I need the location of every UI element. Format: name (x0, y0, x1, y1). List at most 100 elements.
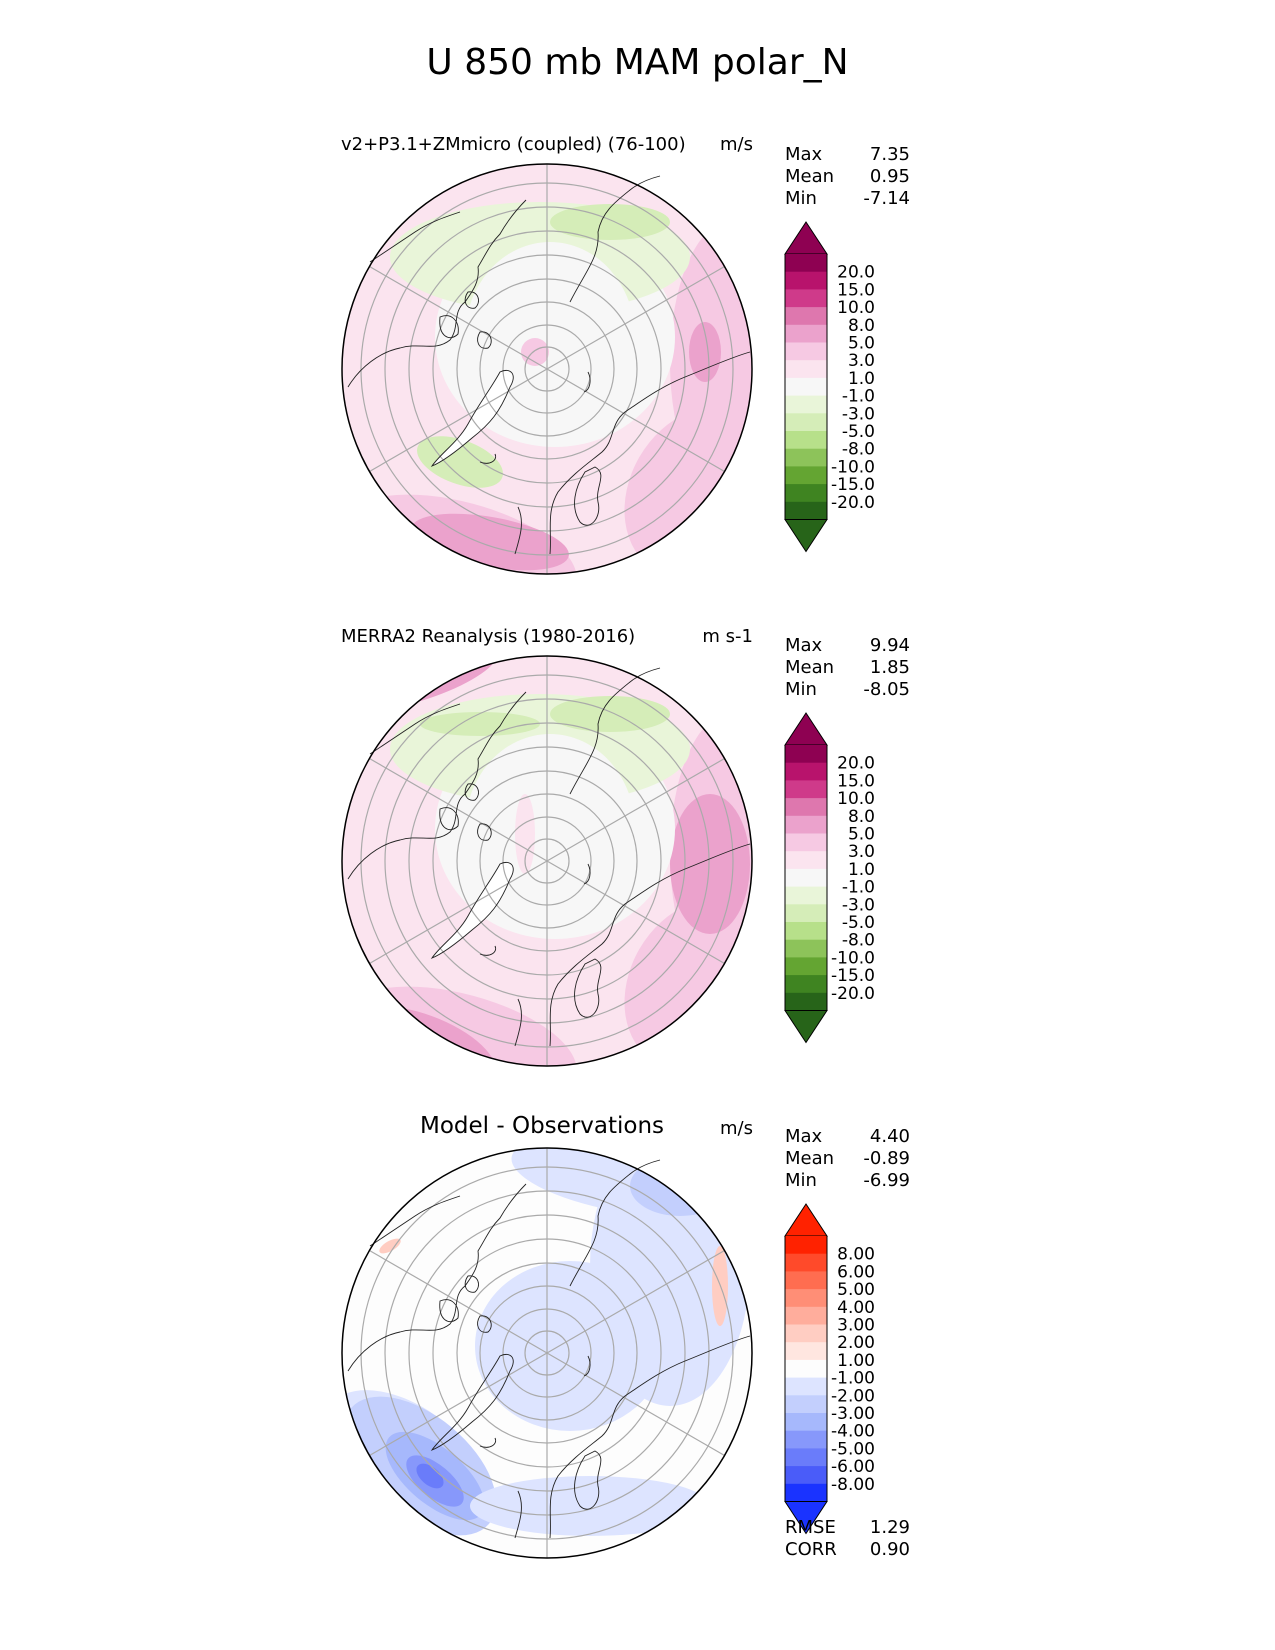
colorbar-segment (785, 939, 827, 958)
eurasia-coast (549, 351, 751, 555)
panel-1-polar-map (341, 163, 753, 575)
colorbar-segment (785, 833, 827, 852)
stat-value: 9.94 (869, 635, 910, 656)
colorbar-segment (785, 1306, 827, 1325)
colorbar-segment (785, 271, 827, 290)
meridian-line (546, 1352, 725, 1457)
colorbar-tick-label: -20.0 (831, 493, 875, 513)
colorbar-segment (785, 431, 827, 450)
map-boundary (341, 163, 753, 575)
colorbar-segment (785, 1359, 827, 1379)
colorbar-segment (785, 886, 827, 905)
colorbar-segment (785, 992, 827, 1011)
colorbar-segment (785, 1342, 827, 1361)
colorbar-tick-label: 5.0 (848, 825, 875, 845)
island-coast (464, 1275, 479, 1293)
field-patch (550, 696, 670, 732)
greenland-coast (430, 369, 514, 467)
coastlines (347, 1159, 751, 1539)
siberia-coast (569, 1159, 661, 1287)
island-coast (583, 863, 591, 885)
eurasia-coast (549, 843, 751, 1047)
colorbar-outline (784, 1236, 828, 1502)
scandinavia-coast (574, 958, 602, 1018)
iceland-coast (479, 1437, 497, 1448)
stat-label: Max (785, 1126, 823, 1147)
colorbar-tick-label: -3.0 (842, 895, 875, 915)
stat-value: -0.89 (863, 1148, 910, 1169)
colorbar-max-extension (784, 1203, 828, 1237)
graticule (360, 656, 734, 1066)
field-patch (420, 712, 540, 736)
map-boundary (341, 1147, 753, 1559)
colorbar-segment (785, 975, 827, 994)
stat-value: -7.14 (863, 188, 910, 209)
colorbar-segment (785, 307, 827, 326)
colorbar-segment (785, 815, 827, 834)
stat-value: 4.40 (869, 1126, 910, 1147)
colorbar-tick-label: 15.0 (837, 280, 875, 300)
stat-label: RMSE (785, 1517, 836, 1538)
panel-1-stats: Max 7.35 Mean 0.95 Min -7.14 (785, 144, 910, 210)
panel-1-colorbar: 20.015.010.08.05.03.01.0-1.0-3.0-5.0-8.0… (784, 221, 875, 553)
colorbar-tick-label: -15.0 (831, 475, 875, 495)
island-coast (439, 315, 459, 338)
colorbar-tick-label: 5.00 (837, 1280, 875, 1300)
colorbar-segment (785, 342, 827, 361)
colorbar-max-extension (784, 221, 828, 255)
panel-1-title: v2+P3.1+ZMmicro (coupled) (76-100) (341, 134, 686, 155)
colorbar-tick-label: 2.00 (837, 1333, 875, 1353)
graticule (360, 1148, 734, 1558)
colorbar-tick-label: 1.0 (848, 369, 875, 389)
colorbar-segment (785, 745, 827, 764)
panel-3-footer-stats: RMSE 1.29 CORR 0.90 (785, 1517, 910, 1561)
meridian-line (369, 860, 548, 965)
island-coast (439, 1299, 459, 1322)
colorbar-tick-label: 15.0 (837, 771, 875, 791)
colorbar-tick-label: -15.0 (831, 966, 875, 986)
stat-value: 0.90 (869, 1539, 910, 1560)
colorbar-segment (785, 922, 827, 941)
graticule (360, 164, 734, 574)
colorbar-segment (785, 1466, 827, 1485)
colorbar-segment (785, 762, 827, 781)
colorbar-outline (784, 745, 828, 1011)
island-coast (439, 807, 459, 830)
alaska-coast (369, 211, 461, 263)
stat-value: 7.35 (869, 144, 910, 165)
colorbar-tick-label: 8.00 (837, 1245, 875, 1265)
meridian-line (369, 1352, 548, 1457)
colorbar-segment (785, 377, 827, 397)
colorbar-segment (785, 868, 827, 888)
siberia-coast (569, 667, 661, 795)
panel-3-stats: Max 4.40 Mean -0.89 Min -6.99 (785, 1126, 910, 1192)
meridian-line (546, 368, 725, 473)
island-coast (464, 783, 479, 801)
colorbar-segment (785, 413, 827, 432)
colorbar-tick-label: -10.0 (831, 457, 875, 477)
colorbar-segment (785, 957, 827, 976)
greenland-coast (430, 1353, 514, 1451)
colorbar-tick-label: -5.0 (842, 913, 875, 933)
field-patch (550, 204, 670, 240)
colorbar-tick-label: 1.00 (837, 1351, 875, 1371)
panel-2-colorbar: 20.015.010.08.05.03.01.0-1.0-3.0-5.0-8.0… (784, 712, 875, 1044)
field-layer (342, 164, 752, 574)
colorbar-tick-label: -3.0 (842, 404, 875, 424)
colorbar-segment (785, 780, 827, 799)
europe-coast (514, 998, 522, 1047)
colorbar-tick-label: -4.00 (831, 1422, 875, 1442)
colorbar-tick-label: 4.00 (837, 1298, 875, 1318)
field-patch (670, 794, 750, 934)
colorbar-min-extension (784, 1010, 828, 1044)
colorbar-tick-label: -5.0 (842, 422, 875, 442)
colorbar-segment (785, 1377, 827, 1396)
colorbar-tick-label: -20.0 (831, 984, 875, 1004)
colorbar-segment (785, 1430, 827, 1449)
coastlines (347, 175, 751, 555)
colorbar-tick-label: 3.0 (848, 351, 875, 371)
stat-label: Min (785, 1170, 817, 1191)
meridian-line (369, 757, 548, 862)
field-patch (689, 322, 721, 382)
meridian-line (546, 757, 725, 862)
